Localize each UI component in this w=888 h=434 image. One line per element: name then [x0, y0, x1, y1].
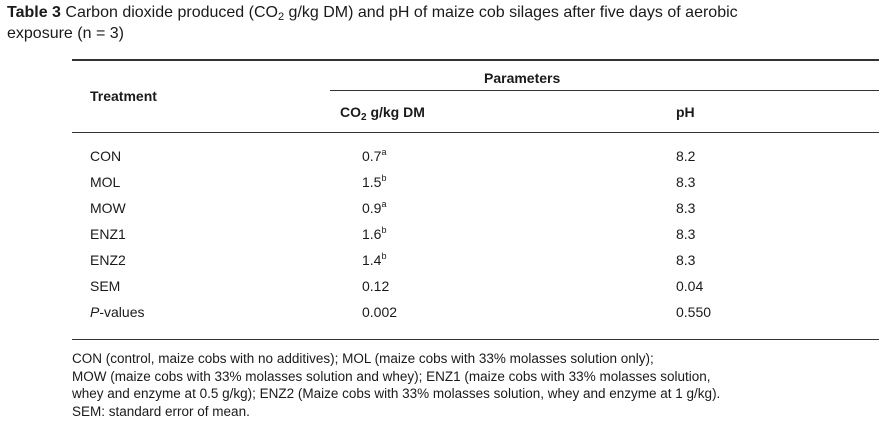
header-co2: CO2 g/kg DM: [340, 104, 425, 123]
cell-treatment: CON: [90, 148, 122, 164]
header-treatment: Treatment: [90, 88, 157, 104]
cell-co2: 1.5b: [362, 173, 387, 191]
cell-ph: 8.3: [676, 226, 696, 242]
cell-treatment: SEM: [90, 278, 121, 294]
footnote-line-4: SEM: standard error of mean.: [72, 403, 250, 419]
table-footnote: CON (control, maize cobs with no additiv…: [72, 350, 882, 420]
cell-co2: 1.4b: [362, 251, 387, 269]
header-co2-unit: g/kg DM: [366, 104, 425, 120]
table-row: SEM 0.12 0.04: [0, 278, 888, 304]
table-row: ENZ2 1.4b 8.3: [0, 252, 888, 278]
cell-ph: 8.3: [676, 200, 696, 216]
header-parameters: Parameters: [484, 70, 561, 86]
header-co2-main: CO: [340, 104, 361, 120]
caption-text-a: Carbon dioxide produced (CO: [60, 4, 278, 21]
cell-ph: 0.04: [676, 278, 704, 294]
parameters-underline: [330, 90, 879, 91]
footnote-line-3: whey and enzyme at 0.5 g/kg); ENZ2 (Maiz…: [72, 386, 721, 401]
header-co2-subscript: 2: [361, 112, 367, 123]
caption-line-2: exposure (n = 3): [7, 25, 124, 42]
caption-line-1: Table 3 Carbon dioxide produced (CO2 g/k…: [7, 2, 877, 23]
cell-ph: 8.2: [676, 148, 696, 164]
caption-text-b: g/kg DM) and pH of maize cob silages aft…: [284, 4, 738, 21]
caption-subscript: 2: [277, 11, 285, 23]
caption-label: Table 3: [7, 4, 61, 21]
cell-ph: 8.3: [676, 252, 696, 268]
table-bottom-rule: [72, 339, 879, 340]
footnote-line-1: CON (control, maize cobs with no additiv…: [72, 351, 654, 366]
header-bottom-rule: [72, 132, 879, 133]
table-row: P-values 0.002 0.550: [0, 304, 888, 330]
cell-co2: 0.12: [362, 278, 390, 294]
cell-treatment: P-values: [90, 304, 145, 320]
table-row: MOL 1.5b 8.3: [0, 174, 888, 200]
cell-ph: 0.550: [676, 304, 712, 320]
header-ph: pH: [676, 104, 695, 120]
cell-treatment: MOL: [90, 174, 121, 190]
footnote-line-2: MOW (maize cobs with 33% molasses soluti…: [72, 368, 711, 384]
table-top-rule: [72, 59, 879, 61]
cell-treatment: ENZ1: [90, 226, 126, 242]
cell-ph: 8.3: [676, 174, 696, 190]
cell-co2: 0.7a: [362, 147, 387, 165]
table-row: MOW 0.9a 8.3: [0, 200, 888, 226]
cell-treatment: ENZ2: [90, 252, 126, 268]
cell-co2: 0.002: [362, 304, 398, 320]
cell-co2: 1.6b: [362, 225, 387, 243]
table-row: CON 0.7a 8.2: [0, 148, 888, 174]
table-row: ENZ1 1.6b 8.3: [0, 226, 888, 252]
cell-treatment: MOW: [90, 200, 126, 216]
cell-co2: 0.9a: [362, 199, 387, 217]
table-caption: Table 3 Carbon dioxide produced (CO2 g/k…: [7, 2, 877, 44]
